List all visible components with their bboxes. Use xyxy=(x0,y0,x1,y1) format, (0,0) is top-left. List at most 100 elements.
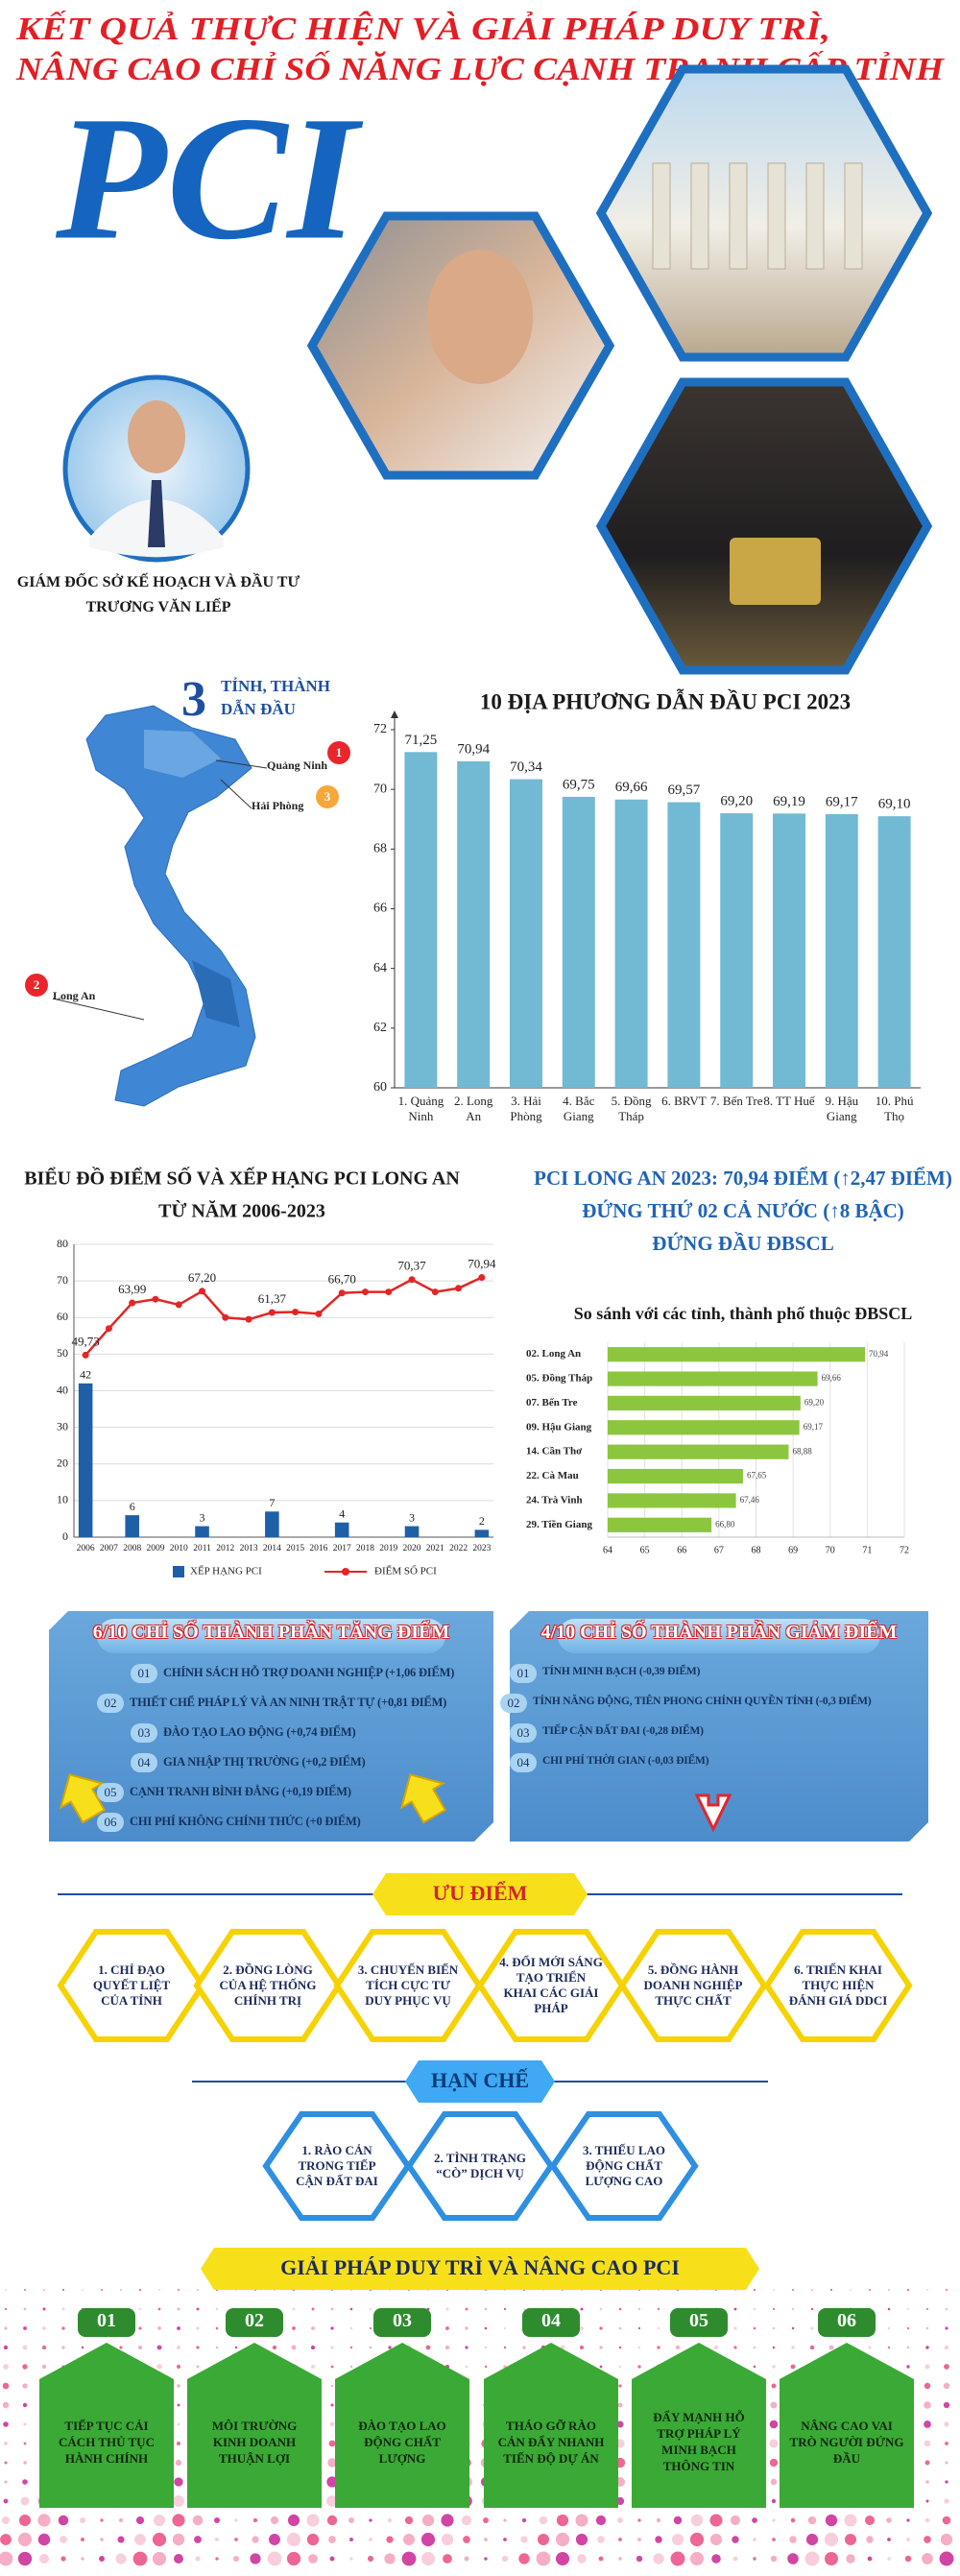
decor-dot xyxy=(521,2517,527,2523)
decor-dot xyxy=(787,2553,799,2564)
map-marker-name: Long An xyxy=(53,989,96,1002)
map-marker-rank: 2 xyxy=(34,977,40,992)
decor-dot xyxy=(906,2307,910,2311)
map-leader xyxy=(220,779,252,809)
value-label: 3 xyxy=(200,1510,205,1524)
x-tick-label: 65 xyxy=(640,1545,650,1555)
y-tick-label: 30 xyxy=(57,1419,68,1432)
hexagon xyxy=(549,2111,699,2221)
y-tick-label: 50 xyxy=(57,1346,68,1360)
decor-dot xyxy=(791,2307,795,2311)
decor-dot xyxy=(637,2518,641,2522)
item-text: TÍNH MINH BẠCH (-0,39 ĐIỂM) xyxy=(542,1666,701,1677)
item-number: 06 xyxy=(97,1813,124,1832)
x-tick-label: 2017 xyxy=(333,1544,351,1553)
bar xyxy=(510,779,542,1088)
decor-dot xyxy=(327,2458,337,2468)
decor-dot xyxy=(887,2557,891,2561)
decor-dot xyxy=(689,2532,705,2547)
decor-dot xyxy=(444,2345,450,2350)
strength-text: 6. TRIỂN KHAI THỰC HIỆN ĐÁNH GIÁ DDCI xyxy=(788,1962,888,2008)
decor-dot xyxy=(846,2554,855,2564)
decor-dot xyxy=(754,2289,756,2291)
decor-dot xyxy=(944,2345,949,2350)
item-number: 02 xyxy=(500,1694,527,1713)
solution-shape xyxy=(187,2343,322,2508)
point xyxy=(129,1299,136,1307)
solution-text: THÁO GỠ RÀO CẢN ĐẨY NHANH TIẾN ĐỘ DỰ ÁN xyxy=(497,2418,605,2466)
decor-dot xyxy=(61,2307,65,2311)
decor-dot xyxy=(503,2326,507,2330)
decor-dot xyxy=(328,2536,336,2543)
solution-tag xyxy=(818,2308,876,2337)
x-tick-label: 3. Hải Phòng xyxy=(510,1094,542,1123)
bar xyxy=(404,752,438,1088)
decor-dot xyxy=(771,2498,777,2504)
decor-dot xyxy=(792,2289,794,2291)
decor-dot xyxy=(20,2496,30,2506)
point xyxy=(455,1285,463,1292)
decor-dot xyxy=(940,2533,953,2546)
y-tick-label: 72 xyxy=(373,722,387,736)
decor-dot xyxy=(215,2557,219,2561)
value-label: 69,75 xyxy=(563,777,595,792)
decor-dot xyxy=(252,2517,258,2523)
solution-number: 02 xyxy=(245,2310,264,2331)
bar xyxy=(720,813,754,1088)
solution-number: 05 xyxy=(689,2310,708,2331)
decor-dot xyxy=(887,2326,891,2330)
decor-dot xyxy=(22,2345,28,2350)
decor-dot xyxy=(292,2307,296,2311)
decor-dot xyxy=(850,2289,852,2291)
decor-dot xyxy=(484,2307,488,2311)
decor-dot xyxy=(132,2551,148,2566)
decor-dot xyxy=(769,2439,779,2448)
decor-dot xyxy=(713,2345,719,2350)
decor-dot xyxy=(770,2401,778,2409)
decor-dot xyxy=(943,2382,950,2390)
decor-dot xyxy=(177,2307,180,2311)
x-tick-label: 66 xyxy=(677,1545,686,1555)
bar xyxy=(608,1468,743,1484)
decor-dot xyxy=(580,2307,584,2311)
decor-dot xyxy=(772,2346,776,2349)
decor-dot xyxy=(82,2289,84,2291)
decor-dot xyxy=(0,2551,13,2566)
item-number: 03 xyxy=(131,1723,157,1743)
x-tick-label: 1. Quảng Ninh xyxy=(397,1094,444,1123)
x-tick-label: 2010 xyxy=(170,1544,188,1553)
decor-dot xyxy=(215,2538,219,2541)
decor-dot xyxy=(330,2365,334,2369)
decor-dot xyxy=(4,2461,8,2465)
legend-label: XẾP HẠNG PCI xyxy=(190,1565,262,1577)
decor-dot xyxy=(556,2514,569,2527)
decor-dot xyxy=(617,2402,623,2408)
decor-dot xyxy=(326,2495,338,2507)
map-marker xyxy=(25,974,48,997)
decor-dot xyxy=(864,2515,876,2526)
decor-dot xyxy=(945,2326,948,2330)
decor-dot xyxy=(3,2421,9,2427)
solution-text: NÂNG CAO VAI TRÒ NGƯỜI ĐỨNG ĐẦU xyxy=(789,2418,904,2466)
value-label: 70,94 xyxy=(457,741,490,757)
limitation-text: 1. RÀO CẢN TRONG TIẾP CẬN ĐẤT ĐAI xyxy=(296,2143,378,2188)
y-tick-label: 60 xyxy=(57,1310,68,1323)
point xyxy=(82,1351,89,1359)
building-column xyxy=(844,162,863,270)
map-region xyxy=(144,730,221,778)
decor-dot xyxy=(23,2307,27,2311)
decor-dot xyxy=(501,2555,509,2563)
decor-dot xyxy=(134,2534,146,2545)
decor-dot xyxy=(41,2345,47,2350)
decor-dot xyxy=(824,2532,839,2547)
decor-dot xyxy=(173,2495,184,2507)
category-label: 24. Trà Vinh xyxy=(526,1494,583,1505)
decor-dot xyxy=(906,2518,910,2522)
point xyxy=(245,1315,252,1323)
strength-text: 2. ĐỒNG LÒNG CỦA HỆ THỐNG CHÍNH TRỊ xyxy=(219,1962,317,2008)
chart-title: 10 ĐỊA PHƯƠNG DẪN ĐẦU PCI 2023 xyxy=(480,687,851,713)
decor-dot xyxy=(599,2326,603,2330)
decor-dot xyxy=(618,2384,622,2388)
decor-dot xyxy=(177,2442,180,2445)
decor-dot xyxy=(267,2551,282,2566)
